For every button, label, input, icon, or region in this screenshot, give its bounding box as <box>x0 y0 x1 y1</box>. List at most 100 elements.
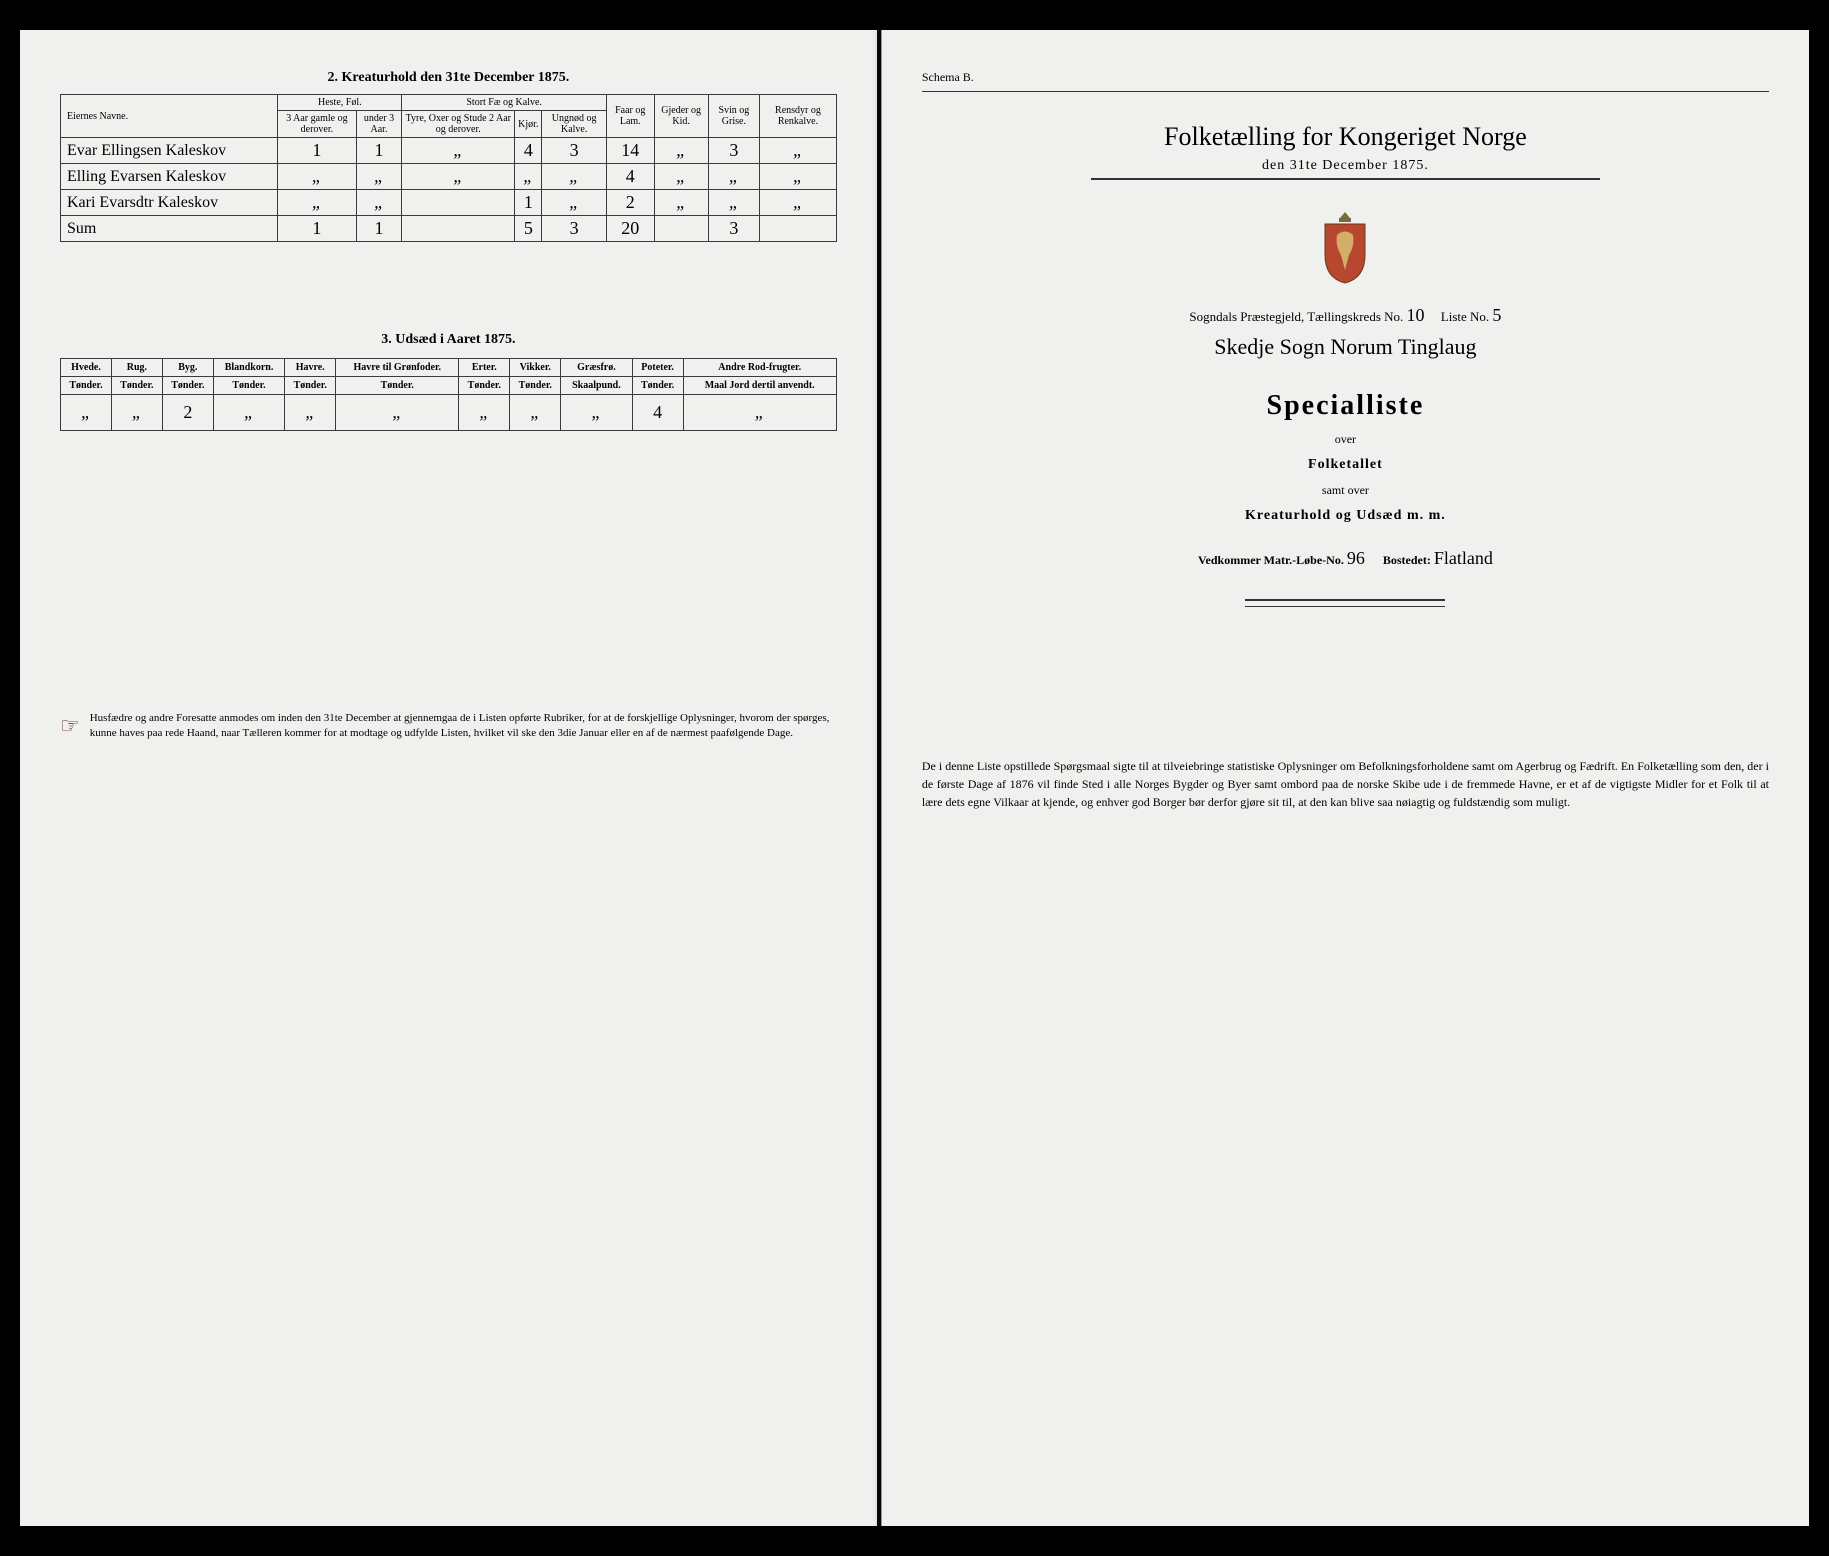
title-rule <box>1091 178 1599 180</box>
cell-value: „ <box>760 164 837 190</box>
t3-subheader: Tønder. <box>111 377 162 395</box>
t3-header: Poteter. <box>632 359 683 377</box>
cell-value: 1 <box>356 216 402 242</box>
t3-header: Erter. <box>459 359 510 377</box>
t3-subheader: Tønder. <box>61 377 112 395</box>
cell-value: 3 <box>708 216 759 242</box>
cell-value: „ <box>278 190 356 216</box>
cell-value: 1 <box>278 138 356 164</box>
owner-name: Elling Evarsen Kaleskov <box>61 164 278 190</box>
cell-value: 4 <box>606 164 654 190</box>
cell-value: „ <box>356 190 402 216</box>
cell-value <box>402 216 515 242</box>
owner-name: Kari Evarsdtr Kaleskov <box>61 190 278 216</box>
cell-value: „ <box>654 164 708 190</box>
th-rensdyr: Rensdyr og Renkalve. <box>760 95 837 138</box>
t3-header: Hvede. <box>61 359 112 377</box>
t3-subheader: Tønder. <box>459 377 510 395</box>
t3-subheader: Tønder. <box>510 377 561 395</box>
cell-value <box>654 216 708 242</box>
matrikkel-line: Vedkommer Matr.-Løbe-No. 96 Bostedet: Fl… <box>922 548 1769 569</box>
table2-title: 2. Kreaturhold den 31te December 1875. <box>60 70 837 86</box>
th-faar: Faar og Lam. <box>606 95 654 138</box>
top-rule <box>922 91 1769 92</box>
t3-header: Rug. <box>111 359 162 377</box>
cell-value: „ <box>654 190 708 216</box>
t3-header: Havre. <box>285 359 336 377</box>
schema-label: Schema B. <box>922 70 1769 85</box>
t3-subheader: Tønder. <box>336 377 459 395</box>
t3-cell: „ <box>561 395 632 431</box>
t3-cell: „ <box>459 395 510 431</box>
main-title: Folketælling for Kongeriget Norge <box>922 122 1769 152</box>
parish-label: Sogndals Præstegjeld, Tællingskreds No. <box>1189 309 1403 324</box>
cell-value: 14 <box>606 138 654 164</box>
cell-value: „ <box>542 190 606 216</box>
footnote-text: Husfædre og andre Foresatte anmodes om i… <box>90 711 837 741</box>
t3-header: Andre Rod-frugter. <box>683 359 836 377</box>
instruction-paragraph: De i denne Liste opstillede Spørgsmaal s… <box>922 757 1769 811</box>
cell-value: 2 <box>606 190 654 216</box>
specialliste-title: Specialliste <box>922 390 1769 422</box>
cell-value: „ <box>402 138 515 164</box>
kreaturhold-line: Kreaturhold og Udsæd m. m. <box>922 508 1769 524</box>
cell-value: 3 <box>542 216 606 242</box>
t3-cell: „ <box>510 395 561 431</box>
vedk-label-a: Vedkommer Matr.-Løbe-No. <box>1198 553 1344 567</box>
th-stort-0: Tyre, Oxer og Stude 2 Aar og derover. <box>402 111 515 138</box>
cell-value <box>402 190 515 216</box>
t3-header: Byg. <box>162 359 213 377</box>
cell-value: „ <box>356 164 402 190</box>
cell-value: „ <box>760 190 837 216</box>
folketallet: Folketallet <box>922 457 1769 473</box>
cell-value: 3 <box>708 138 759 164</box>
cell-value: 4 <box>515 138 542 164</box>
owner-name: Sum <box>61 216 278 242</box>
t3-cell: „ <box>336 395 459 431</box>
matr-no: 96 <box>1347 548 1365 568</box>
bosted-name: Flatland <box>1434 548 1493 568</box>
t3-subheader: Tønder. <box>632 377 683 395</box>
t3-subheader: Maal Jord dertil anvendt. <box>683 377 836 395</box>
cell-value: „ <box>708 164 759 190</box>
cell-value: 1 <box>278 216 356 242</box>
cell-value: „ <box>278 164 356 190</box>
th-heste-1: under 3 Aar. <box>356 111 402 138</box>
th-gjeder: Gjeder og Kid. <box>654 95 708 138</box>
footnote-block: ☞ Husfædre og andre Foresatte anmodes om… <box>60 711 837 741</box>
th-stort: Stort Fæ og Kalve. <box>402 95 606 111</box>
t3-cell: „ <box>213 395 284 431</box>
cell-value: „ <box>542 164 606 190</box>
pointing-hand-icon: ☞ <box>60 711 80 741</box>
coat-of-arms-icon <box>1315 210 1375 285</box>
table-row: Kari Evarsdtr Kaleskov„„1„2„„„ <box>61 190 837 216</box>
t3-subheader: Skaalpund. <box>561 377 632 395</box>
owner-name: Evar Ellingsen Kaleskov <box>61 138 278 164</box>
cell-value: 3 <box>542 138 606 164</box>
left-page: 2. Kreaturhold den 31te December 1875. E… <box>20 30 877 1526</box>
divider-bar <box>1245 599 1445 607</box>
cell-value <box>760 216 837 242</box>
cell-value: „ <box>402 164 515 190</box>
cell-value: 1 <box>356 138 402 164</box>
t3-subheader: Tønder. <box>213 377 284 395</box>
t3-cell: „ <box>285 395 336 431</box>
table3-title: 3. Udsæd i Aaret 1875. <box>60 332 837 348</box>
t3-cell: 4 <box>632 395 683 431</box>
cell-value: „ <box>708 190 759 216</box>
cell-value: 5 <box>515 216 542 242</box>
cell-value: „ <box>654 138 708 164</box>
table3-udsaed: Hvede.Rug.Byg.Blandkorn.Havre.Havre til … <box>60 358 837 431</box>
th-owner: Eiernes Navne. <box>61 95 278 138</box>
over-1: over <box>922 432 1769 447</box>
liste-label: Liste No. <box>1441 309 1489 324</box>
th-stort-2: Ungnød og Kalve. <box>542 111 606 138</box>
t3-subheader: Tønder. <box>162 377 213 395</box>
th-stort-1: Kjør. <box>515 111 542 138</box>
th-heste-0: 3 Aar gamle og derover. <box>278 111 356 138</box>
right-page: Schema B. Folketælling for Kongeriget No… <box>881 30 1809 1526</box>
liste-no: 5 <box>1492 305 1501 325</box>
cell-value: „ <box>760 138 837 164</box>
sogn-handwritten: Skedje Sogn Norum Tinglaug <box>922 334 1769 360</box>
t3-header: Blandkorn. <box>213 359 284 377</box>
